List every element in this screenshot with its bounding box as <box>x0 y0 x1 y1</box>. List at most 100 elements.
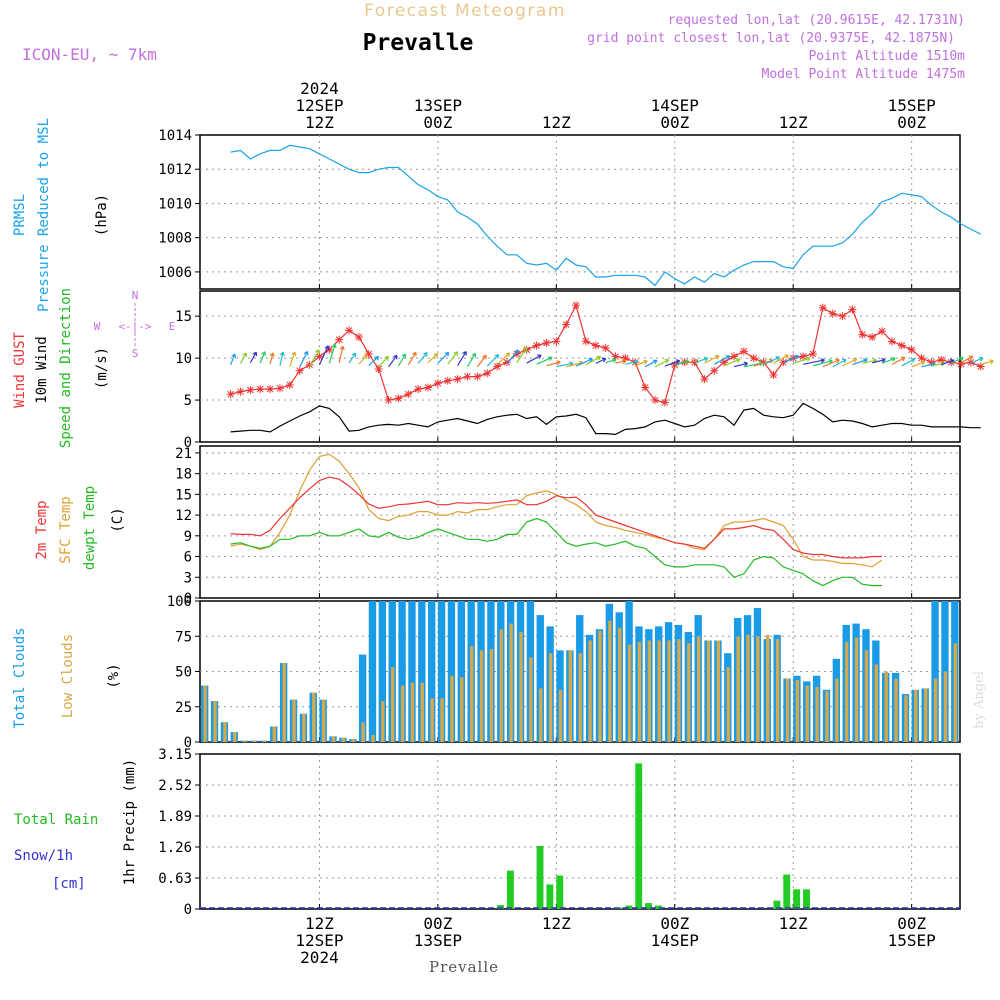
low-clouds-bar <box>272 726 276 742</box>
compass-n: N <box>132 289 139 302</box>
gust-point-marker <box>937 355 946 364</box>
wind-arrow-head <box>794 354 800 360</box>
top-time-label: 2024 <box>300 79 339 98</box>
gust-point-marker <box>887 337 896 346</box>
wind-arrow-head <box>959 356 964 362</box>
low-clouds-bar <box>618 627 622 742</box>
wind-direction-arrow <box>476 354 487 368</box>
wind-arrow-head <box>664 359 670 364</box>
low-clouds-bar <box>223 722 227 742</box>
gust-point-marker <box>374 365 383 374</box>
low-clouds-bar <box>914 689 918 742</box>
wind-arrow-head <box>522 347 528 352</box>
precipitation-ytick-label: 1.89 <box>158 809 192 825</box>
wind-direction-arrow <box>526 354 542 364</box>
low-clouds-bar <box>242 740 247 742</box>
wind-arrow-head <box>231 353 237 359</box>
wind-direction-arrow <box>704 355 720 364</box>
total-clouds-bar <box>437 601 446 742</box>
gust-point-marker <box>611 352 620 361</box>
snow-label: Snow/1h <box>14 848 73 864</box>
wind-arrow-head <box>269 352 275 357</box>
wind-ytick-label: 0 <box>184 435 192 451</box>
wind-direction-arrow <box>960 355 974 364</box>
gust-point-marker <box>424 383 433 392</box>
low-clouds-bar <box>489 648 494 742</box>
wind-direction-arrow <box>763 356 780 366</box>
wind-direction-arrow <box>852 359 868 366</box>
gust-point-marker <box>512 349 521 358</box>
low-clouds-bar <box>845 641 849 742</box>
low-clouds-bar <box>736 636 740 742</box>
low-clouds-bar <box>687 643 691 742</box>
wind-arrow-head <box>852 358 858 363</box>
wind-arrow-head <box>556 360 561 366</box>
rain-bar <box>773 900 781 909</box>
wind-direction-arrow <box>980 360 994 365</box>
wind-direction-arrow <box>546 361 561 367</box>
gust-point-marker <box>621 354 630 363</box>
low-clouds-bar <box>341 737 345 742</box>
gust-point-marker <box>769 370 778 379</box>
wind-arrow-head <box>339 345 345 351</box>
bottom-time-label: 12SEP <box>295 931 343 950</box>
low-clouds-bar <box>460 677 464 742</box>
rain-bar <box>635 763 643 909</box>
precipitation-ytick-label: 1.26 <box>158 840 192 856</box>
gust-point-marker <box>601 344 610 353</box>
temperature-ytick-label: 18 <box>175 467 192 483</box>
gust-point-marker <box>315 352 324 361</box>
gust-point-marker <box>305 360 314 369</box>
low-clouds-bar <box>548 653 553 742</box>
model-altitude: Model Point Altitude 1475m <box>762 67 966 82</box>
low-clouds-bar <box>608 620 612 742</box>
wind-arrow-head <box>548 356 553 362</box>
wind-unit: (m/s) <box>94 347 110 389</box>
low-clouds-bar <box>637 641 642 742</box>
wind-arrow-head <box>806 356 811 362</box>
wind-direction-arrow <box>842 358 857 367</box>
pressure-label-2: Pressure Reduced to MSL <box>36 118 52 312</box>
wind-direction-arrow <box>872 359 886 364</box>
gust-point-marker <box>858 330 867 339</box>
low-clouds-bar <box>479 650 484 742</box>
low-clouds-bar <box>312 692 316 742</box>
wind-direction-arrow <box>566 361 584 368</box>
total-clouds-bar <box>457 601 465 742</box>
gust-point-marker <box>710 366 719 375</box>
temp-2m-label: 2m Temp <box>34 500 50 559</box>
low-clouds-bar <box>805 685 809 742</box>
wind-direction-arrow <box>259 351 266 364</box>
compass-row: <-|-> <box>118 320 151 333</box>
low-clouds-bar <box>825 691 829 742</box>
clouds-unit: (%) <box>106 663 122 688</box>
wind-direction-arrow <box>427 353 439 364</box>
wind-direction-arrow <box>407 352 417 366</box>
wind-arrow-head <box>820 358 825 364</box>
top-time-label: 14SEP <box>651 96 699 115</box>
top-time-label: 00Z <box>897 113 926 132</box>
gust-point-marker <box>562 320 571 329</box>
wind-ytick-label: 5 <box>184 393 192 409</box>
wind-direction-arrow <box>615 360 627 364</box>
wind-arrow-head <box>675 359 681 365</box>
low-clouds-bar <box>400 685 405 742</box>
low-clouds-bar <box>657 640 661 742</box>
wind-arrow-head <box>900 356 906 362</box>
wind-direction-arrow <box>793 357 811 364</box>
compass-e: E <box>169 320 176 333</box>
gust-point-marker <box>354 333 363 342</box>
wind-arrow-head <box>444 351 450 357</box>
low-clouds-bar <box>381 701 385 742</box>
gust-point-marker <box>966 358 975 367</box>
low-clouds-bar <box>647 640 651 742</box>
wind-direction-arrow <box>921 362 936 368</box>
wind-arrow-head <box>252 351 258 357</box>
gust-point-marker <box>572 301 581 310</box>
watermark: by Angel <box>972 671 987 729</box>
gust-point-marker <box>493 362 502 371</box>
pressure-series-line <box>230 144 981 287</box>
low-clouds-bar <box>884 671 888 742</box>
wind-direction-arrow <box>536 356 553 365</box>
temp-dew-label: dewpt Temp <box>82 486 98 570</box>
